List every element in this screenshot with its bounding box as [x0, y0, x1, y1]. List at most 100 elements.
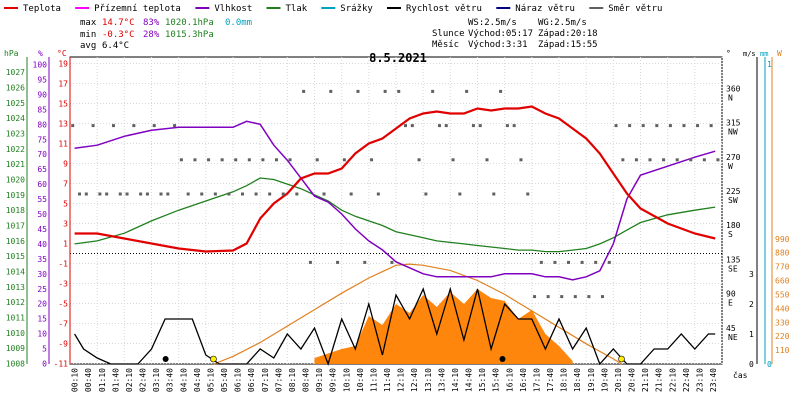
wind-dir-point [478, 124, 482, 128]
legend-label: Tlak [286, 4, 308, 14]
wind-direction-layer [71, 89, 720, 299]
wind-dir-point [227, 192, 231, 196]
temperature-tick-label: 3 [63, 220, 68, 229]
line-layer [74, 105, 716, 367]
wind-dir-point [675, 158, 679, 162]
wind-dir-point [105, 192, 109, 196]
pressure-tick-label: 1019 [6, 191, 25, 200]
legend-label: Náraz větru [515, 4, 575, 14]
wind-dir-point [451, 158, 455, 162]
x-tick-label: 14:10 [451, 368, 460, 392]
wind-dir-point [247, 158, 251, 162]
humidity-tick-label: 70 [37, 150, 47, 159]
direction-tick-dir: W [728, 162, 733, 171]
x-tick-label: 05:40 [220, 368, 229, 392]
x-tick-label: 13:40 [437, 368, 446, 392]
x-tick-label: 22:40 [682, 368, 691, 392]
wind-dir-point [397, 89, 401, 93]
wind-dir-point [410, 124, 414, 128]
pressure-line [74, 177, 716, 253]
humidity-tick-label: 20 [37, 300, 47, 309]
wind-dir-point [655, 124, 659, 128]
temperature-tick-label: -11 [54, 360, 69, 369]
temperature-tick-label: 5 [63, 200, 68, 209]
pressure-tick-label: 1010 [6, 329, 25, 338]
x-tick-label: 10:10 [342, 368, 351, 392]
direction-tick-deg: 270 [726, 153, 741, 162]
x-tick-label: 21:10 [641, 368, 650, 392]
x-tick-label: 23:10 [695, 368, 704, 392]
wind-tick-label: 3 [749, 270, 754, 279]
solar-axis-header: W [777, 49, 782, 58]
x-tick-label: 03:10 [152, 368, 161, 392]
wind-dir-point [499, 89, 503, 93]
x-tick-label: 00:40 [84, 368, 93, 392]
wind-dir-point [295, 192, 299, 196]
x-tick-label: 13:10 [424, 368, 433, 392]
wind-dir-point [71, 124, 75, 128]
pressure-tick-label: 1022 [6, 145, 25, 154]
wind-dir-point [505, 124, 509, 128]
moonrise-marker [162, 356, 169, 362]
x-tick-label: 02:10 [125, 368, 134, 392]
humidity-tick-label: 60 [37, 180, 47, 189]
temperature-tick-label: 11 [58, 140, 68, 149]
pressure-tick-label: 1024 [6, 114, 25, 123]
wind-dir-point [682, 124, 686, 128]
x-tick-label: 12:40 [410, 368, 419, 392]
wind-dir-point [607, 260, 611, 264]
wind-dir-point [78, 192, 82, 196]
pressure-tick-label: 1023 [6, 130, 25, 139]
wind-dir-point [159, 192, 163, 196]
wind-dir-point [668, 124, 672, 128]
axes: hPa1027102610251024102310221021102010191… [4, 49, 790, 392]
solar-tick-label: 880 [775, 249, 790, 258]
solar-tick-label: 220 [775, 332, 790, 341]
humidity-tick-label: 25 [37, 285, 47, 294]
moonset-marker [499, 356, 506, 362]
humidity-tick-label: 80 [37, 120, 47, 129]
wind-dir-point [241, 192, 245, 196]
temperature-axis-header: °C [57, 49, 67, 58]
wind-dir-point [193, 158, 197, 162]
wind-dir-point [546, 295, 550, 299]
humidity-tick-label: 95 [37, 75, 47, 84]
humidity-axis-header: % [38, 49, 43, 58]
wind-dir-point [417, 158, 421, 162]
x-tick-label: 09:40 [329, 368, 338, 392]
wind-dir-point [376, 192, 380, 196]
x-tick-label: 07:40 [274, 368, 283, 392]
wind-dir-point [553, 260, 557, 264]
pressure-tick-label: 1011 [6, 314, 25, 323]
wind-dir-point [329, 89, 333, 93]
humidity-tick-label: 90 [37, 90, 47, 99]
x-tick-label: 11:40 [383, 368, 392, 392]
wind-tick-label: 2 [749, 300, 754, 309]
wind-dir-point [315, 158, 319, 162]
solar-tick-label: 660 [775, 277, 790, 286]
wind-dir-point [526, 192, 530, 196]
wind-dir-point [139, 192, 143, 196]
wind-dir-point [492, 192, 496, 196]
wind-dir-point [458, 192, 462, 196]
pressure-tick-label: 1008 [6, 360, 25, 369]
wind-dir-point [234, 158, 238, 162]
wind-dir-point [179, 158, 183, 162]
legend-label: Přízemní teplota [94, 4, 181, 14]
temperature-tick-label: 1 [63, 240, 68, 249]
humidity-tick-label: 30 [37, 270, 47, 279]
x-tick-label: 20:40 [628, 368, 637, 392]
legend: Teplota Přízemní teplota Vlhkost Tlak Srážky… [4, 4, 662, 14]
pressure-tick-label: 1020 [6, 176, 25, 185]
humidity-tick-label: 65 [37, 165, 47, 174]
humidity-line [74, 120, 716, 281]
wind-dir-point [268, 192, 272, 196]
temperature-tick-label: -9 [58, 340, 68, 349]
wind-dir-point [600, 295, 604, 299]
temperature-tick-label: 9 [63, 160, 68, 169]
stat-min-temp: -0.3°C [102, 30, 135, 40]
direction-tick-deg: 180 [726, 221, 741, 230]
wind-dir-point [220, 158, 224, 162]
wind-dir-point [641, 124, 645, 128]
